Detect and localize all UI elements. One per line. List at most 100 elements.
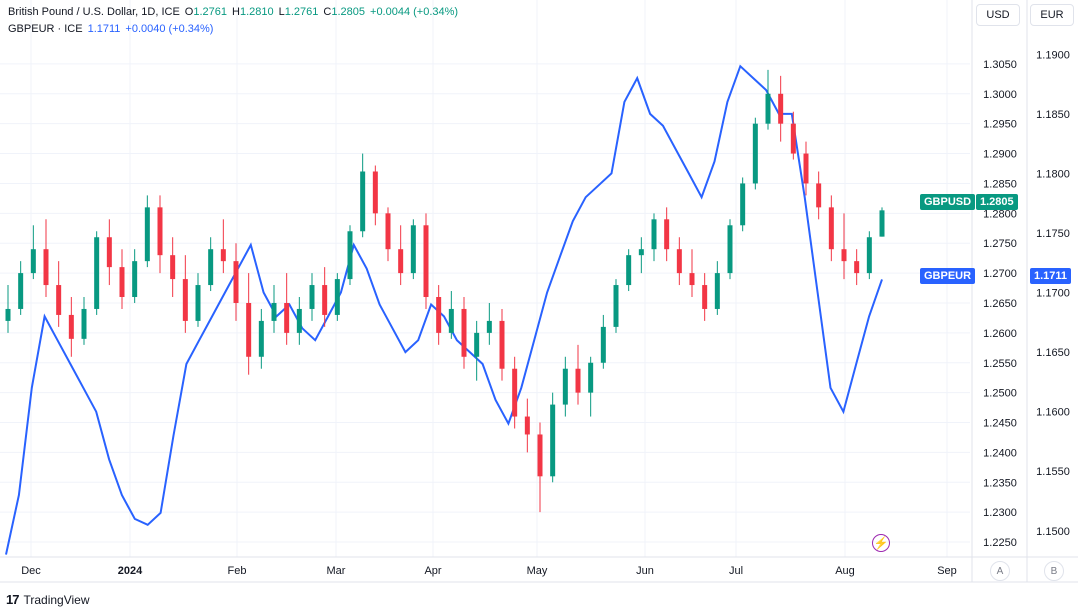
candle-body [182,279,188,321]
eur-scale-button[interactable]: EUR [1030,4,1074,26]
candle-body [81,308,87,339]
candle-body [309,285,315,309]
compare-series-legend[interactable]: GBPEUR · ICE 1.1711 +0.0040 (+0.34%) [8,23,218,35]
usd-tick-label: 1.2700 [983,268,1017,280]
candle-body [714,273,720,309]
candle-body [702,285,708,309]
candle-body [157,207,163,256]
main-series-title: British Pound / U.S. Dollar, 1D, ICE [8,6,180,18]
lightning-icon[interactable]: ⚡ [872,534,890,552]
candle-body [664,219,670,250]
time-tick-label: Jun [636,565,654,577]
candle-body [676,249,682,274]
candle-body [448,308,454,333]
usd-tick-label: 1.2950 [983,119,1017,131]
time-tick-label: Jul [729,565,743,577]
gbpeur-price-value-tag: 1.1711 [1030,268,1072,284]
time-tick-label: Dec [21,565,41,577]
candle-body [296,308,302,333]
usd-tick-label: 1.2850 [983,178,1017,190]
candle-body [144,207,150,262]
usd-axis[interactable]: 1.2250 1.2300 1.2350 1.2400 1.2450 1.2500 1.25… [983,59,1017,549]
log-scale-button[interactable]: B [1044,561,1064,581]
usd-scale-button[interactable]: USD [976,4,1020,26]
eur-axis[interactable]: 1.1500 1.1550 1.1600 1.1650 1.1700 1.1750 1.18… [1036,49,1070,537]
candle-body [550,404,556,477]
main-series-legend[interactable]: British Pound / U.S. Dollar, 1D, ICE O1.2… [8,6,463,18]
open-label: O [184,6,194,18]
auto-scale-button[interactable]: A [990,561,1010,581]
open-value: 1.2761 [193,6,228,18]
candle-body [119,267,125,298]
candle-body [524,416,530,435]
candle-body [233,261,239,303]
time-tick-label: Aug [835,565,855,577]
usd-tick-label: 1.2750 [983,238,1017,250]
tradingview-logo-icon: 17 [6,592,20,607]
time-tick-label: 2024 [118,565,143,577]
usd-tick-label: 1.3000 [983,89,1017,101]
candle-body [841,249,847,262]
gbpeur-tag-value: 1.1711 [1034,270,1068,282]
candle-body [575,368,581,393]
candle-body [195,285,201,321]
candle-body [271,302,277,321]
candle-body [651,219,657,250]
eur-tick-label: 1.1700 [1036,288,1070,300]
candle-body [68,314,74,339]
candle-body [30,249,36,274]
candle-body [600,326,606,363]
candle-body [638,249,644,256]
candle-body [410,225,416,274]
candle-body [588,362,594,393]
time-axis[interactable]: Dec 2024 Feb Mar Apr May Jun Jul Aug Sep [21,565,957,577]
usd-tick-label: 1.2550 [983,358,1017,370]
usd-tick-label: 1.3050 [983,59,1017,71]
usd-tick-label: 1.2650 [983,298,1017,310]
eur-tick-label: 1.1600 [1036,407,1070,419]
low-label: L [278,6,285,18]
candle-body [486,320,492,333]
time-tick-label: Feb [228,565,247,577]
change-value: +0.0044 (+0.34%) [370,6,459,18]
candle-body [866,237,872,274]
candle-body [740,183,746,226]
candle-body [689,273,695,286]
usd-tick-label: 1.2400 [983,447,1017,459]
gbpeur-tag-name: GBPEUR [924,270,972,282]
candle-body [106,237,112,268]
candle-body [752,123,758,184]
candle-body [94,237,100,309]
eur-tick-label: 1.1850 [1036,109,1070,121]
candle-body [562,368,568,405]
eur-tick-label: 1.1550 [1036,466,1070,478]
candle-body [461,308,467,357]
candle-body [727,225,733,274]
candle-body [854,261,860,274]
candle-body [360,171,366,232]
eur-tick-label: 1.1800 [1036,168,1070,180]
gbpusd-price-value-tag: 1.2805 [976,194,1018,210]
gbpeur-series-line [5,64,883,555]
candle-body [284,302,290,333]
candle-body [18,273,24,309]
candle-body [208,249,214,286]
compare-change: +0.0040 (+0.34%) [125,23,214,35]
usd-tick-label: 1.2800 [983,208,1017,220]
candle-body [879,210,885,237]
usd-tick-label: 1.2600 [983,328,1017,340]
gbpusd-tag-value: 1.2805 [980,196,1014,208]
candle-body [778,93,784,124]
gbpusd-candles [5,69,885,513]
eur-tick-label: 1.1900 [1036,49,1070,61]
candle-body [613,285,619,327]
time-tick-label: Apr [424,565,441,577]
tradingview-footer[interactable]: 17 TradingView [6,592,90,607]
time-tick-label: Mar [327,565,346,577]
high-label: H [232,6,240,18]
candle-body [512,368,518,417]
candle-body [347,231,353,280]
high-value: 1.2810 [239,6,274,18]
candle-body [398,249,404,274]
